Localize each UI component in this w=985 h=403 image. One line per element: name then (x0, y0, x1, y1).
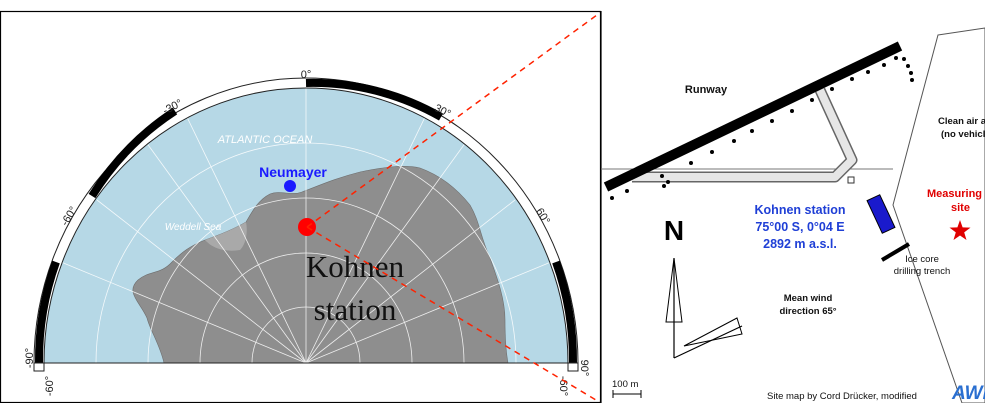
neumayer-marker (284, 180, 296, 192)
map-frame-inner (43, 87, 569, 364)
site-map: Runway Clean air area (no vehicles) Meas… (601, 27, 985, 403)
kohnen-label-line2: station (314, 292, 397, 327)
weddell-sea-label: Weddell Sea (165, 222, 222, 233)
antarctica-landmass (132, 166, 509, 364)
degree-label-90: 90° (578, 360, 590, 377)
ice-shelf (205, 222, 247, 251)
map-frame-outer (33, 77, 579, 364)
measuring-site-star (949, 220, 971, 240)
map-frame-segments (34, 78, 578, 364)
overview-map: 0° -30° 30° -60° 60° -90° 90° -60° -60° … (24, 11, 601, 403)
clean-air-area (892, 27, 985, 403)
corner-box-right (567, 362, 579, 372)
corner-box-left (33, 362, 45, 372)
degree-label-bottom-right: -60° (557, 376, 569, 396)
wind-label-line2: direction 65° (779, 306, 836, 317)
taxiway-fill (632, 88, 856, 181)
connector-line-lower (306, 226, 601, 403)
measuring-site-label-line2: site (951, 202, 970, 214)
degree-label-0: 0° (301, 69, 312, 81)
runway-markers (610, 56, 914, 200)
credit-text: Site map by Cord Drücker, modified (767, 391, 917, 402)
clean-air-label-line1: Clean air area (938, 116, 985, 127)
ice-core-trench (880, 242, 911, 262)
wind-arrow-shaft (673, 325, 743, 359)
station-name: Kohnen station (755, 203, 846, 217)
wind-arrow (683, 317, 743, 347)
neumayer-label: Neumayer (259, 164, 327, 180)
degree-label-bottom-left: -60° (44, 376, 56, 396)
north-label: N (664, 215, 684, 246)
connector-line-upper (306, 11, 601, 228)
awi-logo: AWI (951, 383, 985, 403)
atlantic-ocean-label: ATLANTIC OCEAN (217, 134, 313, 146)
runway (603, 41, 903, 192)
degree-label-minus90: -90° (24, 348, 36, 368)
measuring-site-label-line1: Measuring (927, 188, 982, 200)
station-altitude: 2892 m a.s.l. (763, 237, 837, 251)
kohnen-label-line1: Kohnen (306, 249, 405, 284)
runway-label: Runway (685, 84, 728, 96)
ice-core-label-line2: drilling trench (894, 266, 951, 277)
scale-bar (612, 390, 642, 398)
container-building (866, 194, 896, 234)
clean-air-label-line2: (no vehicles) (941, 129, 985, 140)
awi-logo-text: AWI (951, 383, 985, 403)
station-coordinates: 75°00 S, 0°04 E (755, 220, 844, 234)
wind-label-line1: Mean wind (784, 293, 833, 304)
small-building (847, 176, 855, 184)
ice-core-label-line1: Ice core (905, 254, 939, 265)
scale-bar-label: 100 m (612, 379, 638, 390)
